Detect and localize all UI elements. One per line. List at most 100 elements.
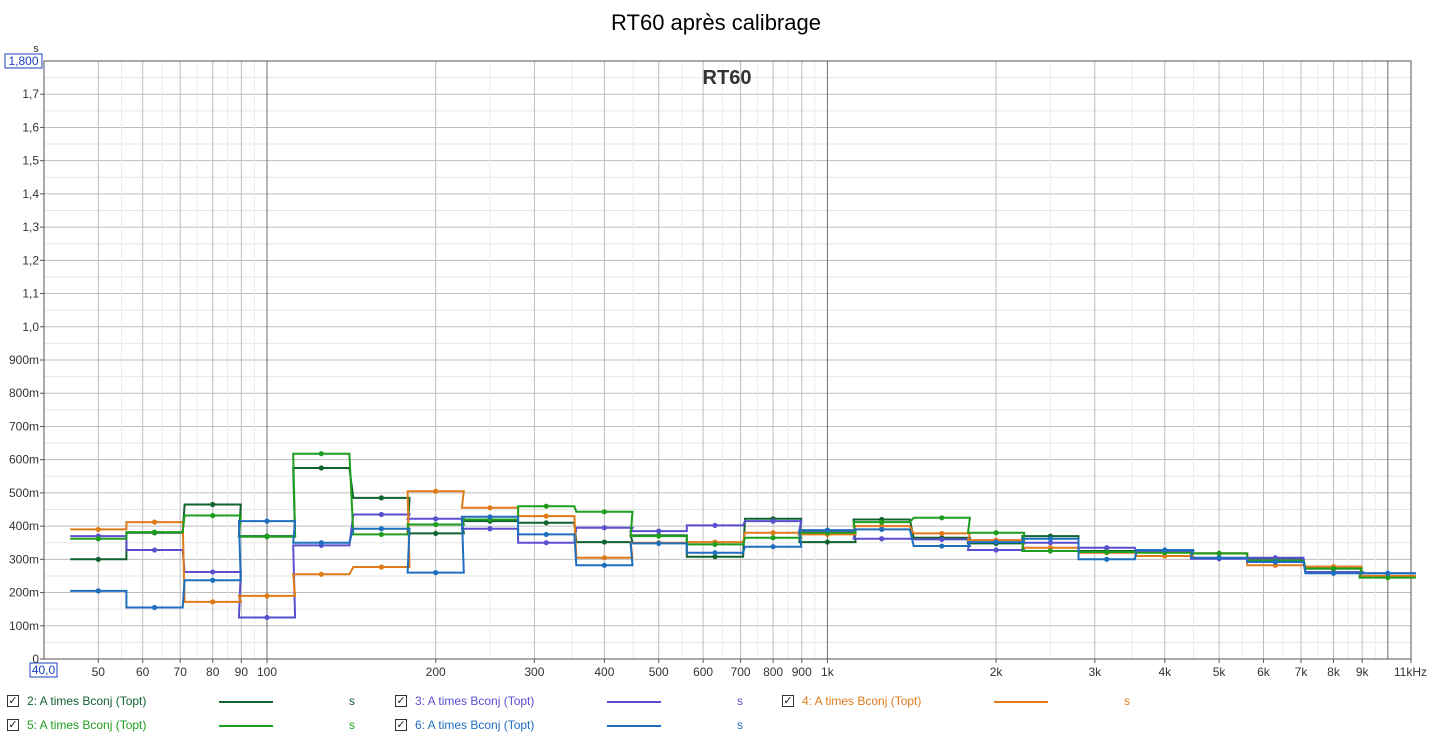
series-3-point <box>378 511 384 518</box>
x-tick-label: 50 <box>92 665 106 679</box>
legend-row: ✓ 2: A times Bconj (Topt) s ✓ 3: A times Bco… <box>0 692 1433 712</box>
series-6-point <box>378 526 384 532</box>
legend-line-swatch <box>219 701 273 703</box>
series-2-point <box>601 539 607 545</box>
y-top-box[interactable] <box>4 53 43 69</box>
series-visibility-checkbox[interactable]: ✓ <box>782 694 794 707</box>
legend-row: ✓ 5: A times Bconj (Topt) s ✓ 6: A times Bco… <box>0 716 1433 736</box>
series-6-point <box>487 514 493 520</box>
series-4-point <box>601 555 607 561</box>
y-tick-label: 1,6 <box>22 120 39 134</box>
x-tick-label: 100 <box>257 665 277 679</box>
series-4-point <box>543 513 549 519</box>
series-3-point <box>993 547 999 553</box>
series-4-point <box>939 530 945 537</box>
series-5-point <box>601 509 607 515</box>
series-visibility-checkbox[interactable]: ✓ <box>395 694 407 707</box>
y-tick-label: 1,5 <box>22 154 39 168</box>
legend-unit: s <box>349 694 355 708</box>
x-left-box-label: 40,0 <box>32 663 56 677</box>
x-tick-label: 8k <box>1327 665 1341 679</box>
series-5-point <box>939 515 945 521</box>
legend-unit: s <box>737 718 743 732</box>
series-5-point <box>378 531 384 538</box>
x-tick-label: 5k <box>1213 665 1227 679</box>
series-5-point <box>210 512 216 519</box>
series-6-point <box>656 540 662 546</box>
series-4-point <box>433 488 439 494</box>
series-5-point <box>1330 566 1337 572</box>
series-6-point <box>770 544 776 550</box>
series-6-point <box>993 539 999 545</box>
series-5-point <box>770 535 776 541</box>
series-3-point <box>487 526 493 532</box>
series-6-point <box>318 540 324 546</box>
y-tick-label: 700m <box>9 419 39 433</box>
series-6-point <box>1216 555 1222 561</box>
series-5-point <box>264 534 270 540</box>
y-tick-label: 500m <box>9 486 39 500</box>
x-tick-label: 500 <box>649 665 669 679</box>
x-tick-label: 2k <box>990 665 1004 679</box>
legend-unit: s <box>737 694 743 708</box>
series-3-point <box>939 536 945 543</box>
series-6-point <box>824 527 831 533</box>
series-6-point <box>1330 570 1337 576</box>
y-tick-label: 1,4 <box>22 187 39 201</box>
y-tick-label: 1,2 <box>22 253 39 267</box>
rt60-chart: RT60 après calibrage RT60 100m 200m 300m 40… <box>4 10 1427 679</box>
series-6-point <box>601 562 607 568</box>
series-6-point <box>1047 536 1054 542</box>
series-3-point <box>210 569 216 575</box>
x-tick-label: 70 <box>174 665 188 679</box>
series-3-point <box>543 540 549 546</box>
series-3-point <box>151 547 158 553</box>
series-visibility-checkbox[interactable]: ✓ <box>7 694 19 707</box>
series-visibility-checkbox[interactable]: ✓ <box>7 718 19 731</box>
x-axis: 50 60 70 80 90 100 200 300 400 500 600 700 800 900 1k 2… <box>92 659 1427 679</box>
series-6-line <box>70 515 1416 609</box>
x-tick-label: 800 <box>763 665 783 679</box>
y-tick-label: 800m <box>9 386 39 400</box>
series-6-point <box>95 588 101 594</box>
x-tick-label: 900 <box>792 665 812 679</box>
series-2-point <box>210 501 216 508</box>
legend-line-swatch <box>994 701 1048 703</box>
series-5-point <box>993 530 999 536</box>
series-2-point <box>433 530 439 537</box>
legend-line-swatch <box>607 725 661 727</box>
x-tick-label: 4k <box>1158 665 1172 679</box>
series-visibility-checkbox[interactable]: ✓ <box>395 718 407 731</box>
series-2-point <box>543 520 549 526</box>
x-left-box[interactable] <box>29 662 58 678</box>
series-5-point <box>1385 575 1391 581</box>
series-5-point <box>543 503 549 509</box>
series-6-point <box>1162 547 1168 553</box>
x-tick-label: 6k <box>1257 665 1271 679</box>
series-5-point <box>318 451 324 457</box>
y-tick-label: 100m <box>9 619 39 633</box>
y-tick-label: 400m <box>9 519 39 533</box>
series-2-point <box>824 539 831 545</box>
legend-line-swatch <box>607 701 661 703</box>
y-tick-label: 1,7 <box>22 87 39 101</box>
series-3-point <box>712 522 718 529</box>
series-6-point <box>939 543 945 549</box>
y-tick-label: 200m <box>9 586 39 600</box>
x-tick-label: 400 <box>594 665 614 679</box>
series-4-point <box>318 571 324 577</box>
series-4-point <box>378 564 384 570</box>
series-6-point <box>543 531 549 538</box>
y-tick-label: 300m <box>9 552 39 566</box>
series-6-point <box>264 518 270 524</box>
x-tick-label: 90 <box>235 665 249 679</box>
grid <box>44 61 1411 659</box>
x-tick-label: 700 <box>731 665 751 679</box>
series-4-point <box>210 599 216 605</box>
series-3-point <box>1047 540 1054 546</box>
series-3-point <box>601 525 607 531</box>
legend-line-swatch <box>219 725 273 727</box>
series-6-point <box>1272 559 1278 565</box>
series-4-point <box>264 593 270 599</box>
legend-series-name: 2: A times Bconj (Topt) <box>27 694 147 708</box>
